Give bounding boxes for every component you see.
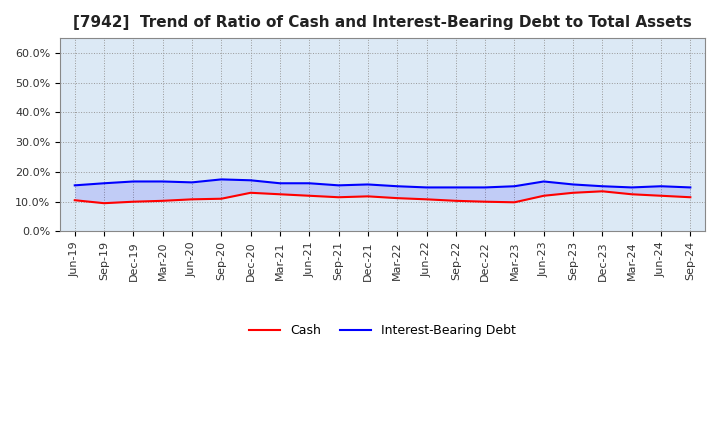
Cash (129, 199, 138, 204)
Cash (334, 194, 343, 200)
Line: Interest-Bearing Debt: Interest-Bearing Debt (75, 180, 690, 187)
Interest-Bearing Debt (217, 177, 225, 182)
Interest-Bearing Debt (393, 183, 402, 189)
Interest-Bearing Debt (364, 182, 372, 187)
Cash (539, 193, 548, 198)
Line: Cash: Cash (75, 191, 690, 203)
Cash (158, 198, 167, 203)
Interest-Bearing Debt (100, 181, 109, 186)
Cash (422, 197, 431, 202)
Interest-Bearing Debt (510, 183, 519, 189)
Interest-Bearing Debt (569, 182, 577, 187)
Cash (393, 195, 402, 201)
Cash (364, 194, 372, 199)
Interest-Bearing Debt (305, 181, 314, 186)
Cash (217, 196, 225, 202)
Cash (451, 198, 460, 203)
Interest-Bearing Debt (158, 179, 167, 184)
Cash (188, 197, 197, 202)
Cash (627, 192, 636, 197)
Legend: Cash, Interest-Bearing Debt: Cash, Interest-Bearing Debt (244, 319, 521, 342)
Cash (276, 192, 284, 197)
Title: [7942]  Trend of Ratio of Cash and Interest-Bearing Debt to Total Assets: [7942] Trend of Ratio of Cash and Intere… (73, 15, 692, 30)
Interest-Bearing Debt (129, 179, 138, 184)
Interest-Bearing Debt (246, 178, 255, 183)
Interest-Bearing Debt (686, 185, 695, 190)
Cash (246, 190, 255, 195)
Cash (569, 190, 577, 195)
Interest-Bearing Debt (188, 180, 197, 185)
Cash (481, 199, 490, 204)
Cash (657, 193, 665, 198)
Cash (686, 194, 695, 200)
Cash (71, 198, 79, 203)
Interest-Bearing Debt (334, 183, 343, 188)
Interest-Bearing Debt (422, 185, 431, 190)
Interest-Bearing Debt (627, 185, 636, 190)
Interest-Bearing Debt (657, 183, 665, 189)
Interest-Bearing Debt (276, 181, 284, 186)
Interest-Bearing Debt (481, 185, 490, 190)
Interest-Bearing Debt (451, 185, 460, 190)
Cash (510, 200, 519, 205)
Interest-Bearing Debt (71, 183, 79, 188)
Cash (100, 201, 109, 206)
Interest-Bearing Debt (598, 183, 607, 189)
Interest-Bearing Debt (539, 179, 548, 184)
Cash (598, 189, 607, 194)
Cash (305, 193, 314, 198)
